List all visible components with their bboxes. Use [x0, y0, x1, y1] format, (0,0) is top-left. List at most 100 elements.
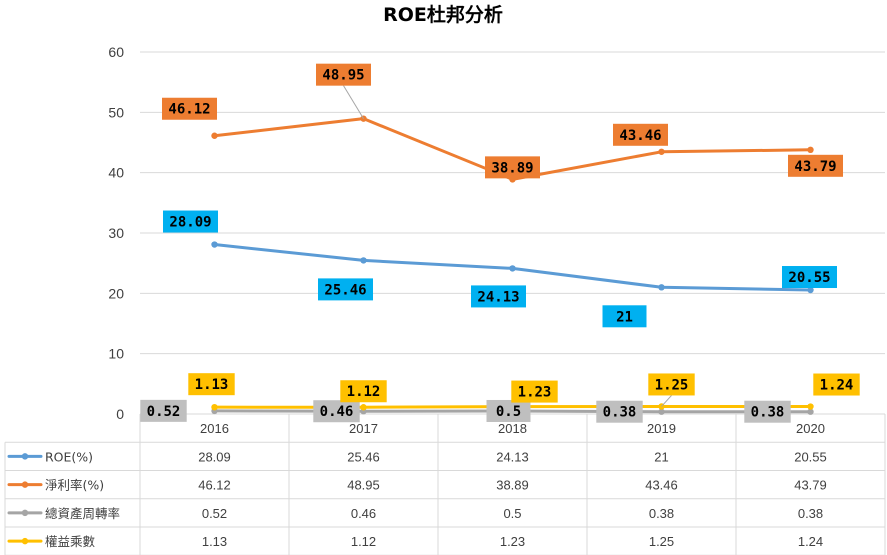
data-label: 0.52 — [147, 404, 181, 420]
legend-series-name: ROE(%) — [45, 449, 93, 464]
table-cell-value: 48.95 — [347, 478, 380, 493]
x-tick-label: 2017 — [349, 421, 378, 436]
data-label-box — [340, 380, 387, 403]
data-label: 28.09 — [169, 215, 211, 231]
data-point — [509, 265, 516, 272]
y-tick-label: 10 — [108, 346, 124, 362]
data-label: 43.79 — [794, 159, 836, 175]
data-label: 1.13 — [195, 377, 229, 393]
legend-key-marker — [21, 509, 29, 517]
data-point — [658, 148, 665, 155]
table-cell-value: 1.25 — [649, 534, 674, 549]
data-labels: 28.09 25.46 24.13 21 20.55 46.12 48.95 38.89 43.… — [140, 63, 860, 423]
x-tick-label: 2018 — [498, 421, 527, 436]
data-point — [360, 257, 367, 264]
table-cell-value: 24.13 — [496, 449, 529, 464]
data-label-box — [613, 123, 668, 146]
data-label: 46.12 — [168, 102, 210, 118]
data-label: 0.46 — [320, 404, 354, 420]
data-label: 20.55 — [788, 270, 830, 286]
data-label: 21 — [616, 309, 633, 325]
label-leader-line — [661, 395, 672, 407]
table-cell-value: 0.46 — [351, 506, 376, 521]
data-label-box — [162, 97, 217, 120]
table-cell-value: 38.89 — [496, 478, 529, 493]
y-tick-label: 0 — [116, 406, 124, 422]
gridlines — [140, 51, 885, 415]
data-point — [658, 284, 665, 291]
data-point — [658, 408, 665, 415]
y-tick-label: 60 — [108, 44, 124, 60]
label-leader-line — [343, 85, 364, 119]
data-label-box — [318, 278, 373, 301]
data-label-box — [788, 154, 843, 177]
data-point — [807, 408, 814, 415]
data-label: 25.46 — [324, 282, 366, 298]
table-cell-value: 46.12 — [198, 478, 231, 493]
table-cell-value: 28.09 — [198, 449, 231, 464]
data-label: 1.25 — [655, 377, 689, 393]
legend-series-name: 總資產周轉率 — [45, 506, 120, 521]
data-point — [807, 146, 814, 154]
data-label: 1.12 — [347, 384, 381, 400]
table-cell-value: 21 — [654, 449, 668, 464]
table-cell-value: 0.38 — [649, 506, 674, 521]
legend-key-marker — [21, 537, 29, 545]
data-label: 24.13 — [477, 289, 519, 305]
table-cell-value: 43.46 — [645, 478, 678, 493]
x-tick-label: 2016 — [200, 421, 229, 436]
data-label-box — [316, 63, 371, 86]
table-cell-value: 0.5 — [503, 506, 521, 521]
legend-series-name: 權益乘數 — [45, 534, 96, 549]
data-point — [807, 403, 814, 410]
data-point — [211, 132, 218, 139]
data-label-box — [602, 305, 647, 328]
y-tick-label: 20 — [108, 285, 124, 301]
data-label-box — [188, 373, 235, 396]
table-cell-value: 1.12 — [351, 534, 376, 549]
data-label-box — [782, 266, 837, 289]
y-tick-label: 30 — [108, 225, 124, 241]
table-cell-value: 1.13 — [202, 534, 227, 549]
data-point — [807, 286, 814, 294]
data-table: 2016 2017 2018 2019 2020 ROE(%) 28.09 25.46 24.1… — [4, 414, 886, 555]
data-label-box — [163, 210, 218, 233]
data-label-box — [140, 399, 187, 422]
y-tick-label: 50 — [108, 104, 124, 120]
data-point — [360, 404, 367, 411]
data-label-box — [511, 380, 558, 403]
x-tick-label: 2019 — [647, 421, 676, 436]
data-label: 1.23 — [518, 385, 552, 401]
data-label-box — [813, 373, 860, 396]
data-label: 48.95 — [322, 68, 364, 84]
table-cell-value: 25.46 — [347, 449, 380, 464]
data-point — [211, 241, 218, 248]
data-label: 38.89 — [491, 160, 533, 176]
data-label: 0.5 — [496, 404, 521, 420]
table-cell-value: 1.24 — [798, 534, 823, 549]
data-label-box — [313, 400, 360, 423]
data-label: 0.38 — [603, 405, 637, 421]
data-label: 0.38 — [751, 405, 785, 421]
legend-series-name: 淨利率(%) — [45, 478, 104, 493]
data-label-box — [486, 399, 531, 422]
table-cell-value: 0.52 — [202, 506, 227, 521]
table-cell-value: 0.38 — [798, 506, 823, 521]
table-cell-value: 1.23 — [500, 534, 525, 549]
data-label-box — [596, 400, 643, 423]
data-label: 43.46 — [619, 128, 661, 144]
x-tick-label: 2020 — [796, 421, 825, 436]
data-label-box — [471, 285, 526, 308]
y-axis: 0 10 20 30 40 50 60 — [108, 44, 124, 422]
data-label: 1.24 — [820, 378, 854, 394]
data-label-box — [648, 373, 695, 396]
data-label-box — [744, 400, 791, 423]
chart-title: ROE杜邦分析 — [383, 3, 503, 26]
table-cell-value: 20.55 — [794, 449, 827, 464]
table-cell-value: 43.79 — [794, 478, 827, 493]
legend-key-marker — [21, 481, 29, 488]
legend-key-marker — [21, 453, 29, 460]
y-tick-label: 40 — [108, 165, 124, 181]
data-point — [211, 403, 218, 411]
